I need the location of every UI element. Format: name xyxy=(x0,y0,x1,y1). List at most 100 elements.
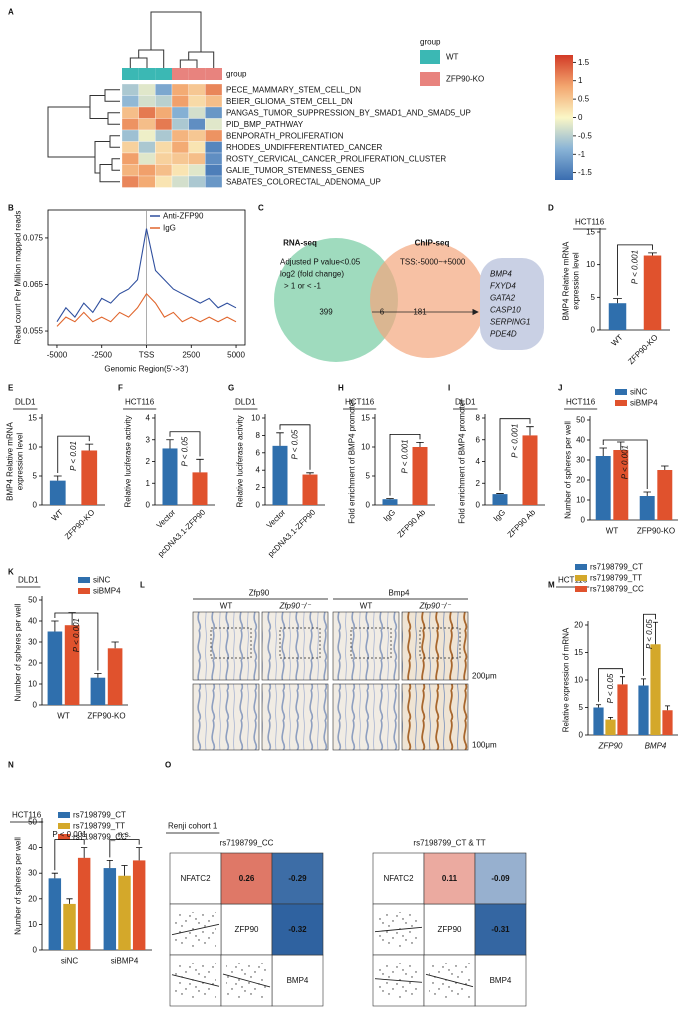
heat-cell xyxy=(188,175,206,188)
legend-swatch xyxy=(615,400,627,406)
significance-bracket xyxy=(617,244,653,296)
y-tick-label: 5 xyxy=(33,472,38,481)
error-bar xyxy=(386,498,394,500)
bar xyxy=(662,710,673,735)
diagonal-cell xyxy=(220,903,273,956)
legend-swatch xyxy=(575,564,587,570)
error-bar xyxy=(607,717,614,720)
correlation-value: -0.31 xyxy=(491,925,510,934)
error-bar xyxy=(496,493,504,495)
y-tick-label: 10 xyxy=(28,680,37,689)
heat-cell xyxy=(155,83,173,96)
row-label: GALIE_TUMOR_STEMNESS_GENES xyxy=(226,166,364,175)
significance-bracket xyxy=(54,839,85,871)
column-dendrogram xyxy=(129,11,215,68)
regression-line xyxy=(425,973,474,988)
category-label: Vector xyxy=(265,508,288,531)
color-tick-label: 0.5 xyxy=(578,95,590,104)
color-bar xyxy=(555,55,573,180)
y-tick-label: 30 xyxy=(28,638,37,647)
heat-cell xyxy=(138,106,156,119)
bar xyxy=(613,450,629,520)
panel-label: B xyxy=(8,204,14,213)
heat-cell xyxy=(138,175,156,188)
error-bar xyxy=(111,641,119,649)
y-tick-label: 8 xyxy=(256,431,261,440)
y-axis-label: Number of spheres per well xyxy=(564,421,573,519)
panel-label: A xyxy=(8,8,14,17)
color-tick-label: 1 xyxy=(578,76,583,85)
heat-cell xyxy=(205,129,223,142)
y-tick-label: 0 xyxy=(591,326,596,335)
bar xyxy=(522,435,538,505)
variable-label: NFATC2 xyxy=(383,874,414,883)
color-tick-label: 1.5 xyxy=(578,58,590,67)
category-label: WT xyxy=(610,333,625,348)
ihc-image xyxy=(401,611,469,681)
error-bar xyxy=(106,860,113,869)
stain-label: Zfp90 xyxy=(249,589,270,598)
category-label: WT xyxy=(57,712,70,721)
bar xyxy=(132,860,146,950)
color-tick-label: -1.5 xyxy=(578,168,592,177)
heat-cell xyxy=(171,83,189,96)
group-cell xyxy=(205,68,222,80)
legend-label: rs7198799_CC xyxy=(73,833,127,842)
heat-cell xyxy=(171,141,189,154)
panel-label: N xyxy=(8,761,14,770)
group-cell xyxy=(138,68,156,80)
y-axis-label: expression level xyxy=(572,252,581,310)
scale-bar: 100μm xyxy=(472,741,497,750)
error-bar xyxy=(643,491,651,496)
category-label: IgG xyxy=(382,508,397,523)
bar xyxy=(272,445,288,505)
error-bar xyxy=(617,441,625,450)
color-tick-label: -0.5 xyxy=(578,131,592,140)
row-label: SABATES_COLORECTAL_ADENOMA_UP xyxy=(226,177,381,186)
bar xyxy=(639,496,655,520)
error-bar xyxy=(664,705,671,711)
category-label: WT xyxy=(606,527,619,536)
y-tick-label: 20 xyxy=(28,659,37,668)
heat-cell xyxy=(205,118,223,131)
y-tick-label: 20 xyxy=(576,476,585,485)
y-tick-label: 2 xyxy=(146,457,151,466)
criteria: Adjusted P value<0.05 xyxy=(280,258,361,267)
bar xyxy=(638,685,649,735)
category-label: IgG xyxy=(492,508,507,523)
y-tick-label: 50 xyxy=(576,416,585,425)
heat-cell xyxy=(138,164,156,177)
criteria: TSS:-5000~+5000 xyxy=(400,258,466,267)
legend-swatch xyxy=(58,823,70,829)
y-tick-label: 0 xyxy=(579,731,584,740)
cell-line: DLD1 xyxy=(15,398,36,407)
cell-line: HCT116 xyxy=(125,398,155,407)
correlation-value: -0.32 xyxy=(288,925,307,934)
bar xyxy=(103,868,117,950)
heat-cell xyxy=(171,152,189,165)
matrix-title: rs7198799_CC xyxy=(220,839,274,848)
row-label: PID_BMP_PATHWAY xyxy=(226,120,304,129)
heat-cell xyxy=(188,95,206,108)
y-tick-label: 15 xyxy=(361,414,370,423)
heat-cell xyxy=(188,106,206,119)
y-tick-label: 4 xyxy=(146,414,151,423)
heat-cell xyxy=(188,141,206,154)
significance-bracket xyxy=(602,439,648,489)
error-bar xyxy=(53,475,62,481)
legend-swatch xyxy=(78,577,90,583)
panel-label: L xyxy=(140,581,145,590)
p-value: P < 0.001 xyxy=(72,618,81,652)
bar xyxy=(192,472,208,505)
y-tick-label: 15 xyxy=(586,228,595,237)
variable-label: BMP4 xyxy=(287,976,309,985)
legend-label: rs7198799_CT xyxy=(590,563,643,572)
y-axis-label: Relative expression of mRNA xyxy=(562,627,571,732)
error-bar xyxy=(416,441,424,447)
heat-cell xyxy=(121,129,139,142)
correlation-cell xyxy=(474,903,527,956)
heat-cell xyxy=(155,106,173,119)
category-label: ZFP90-KO xyxy=(87,712,125,721)
y-tick-label: 10 xyxy=(28,443,37,452)
